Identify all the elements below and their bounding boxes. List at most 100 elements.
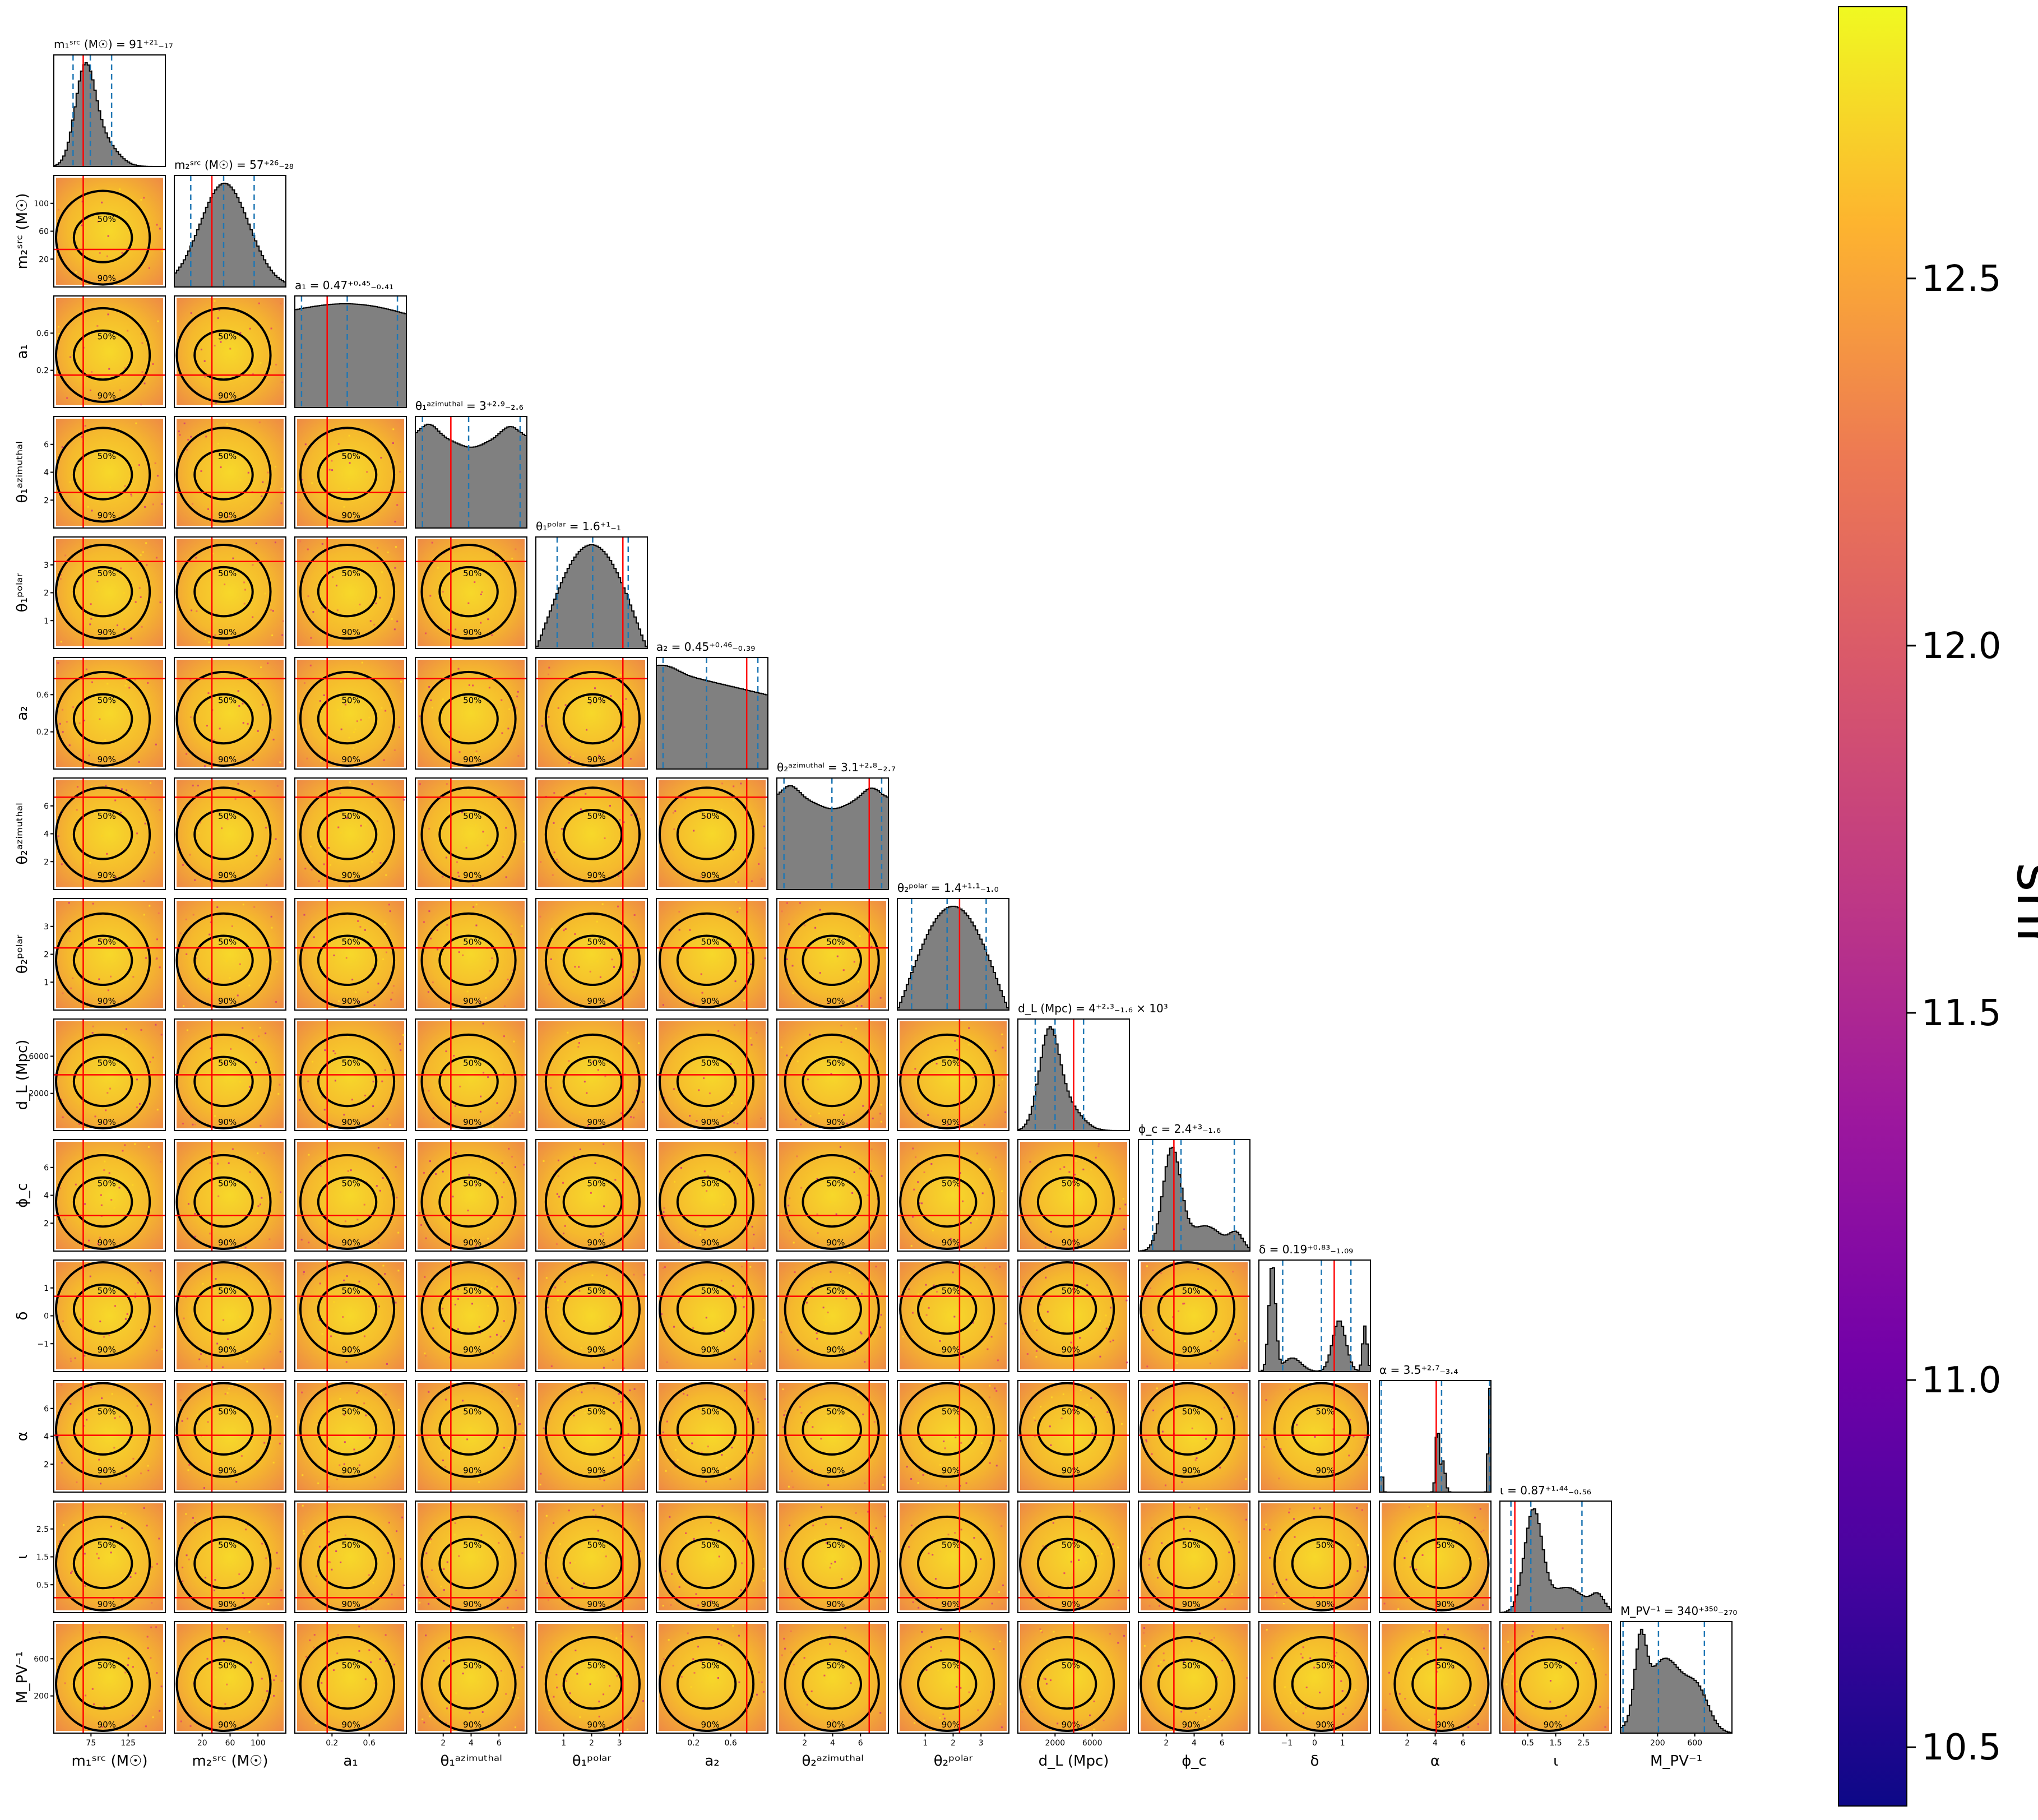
scatter-point	[344, 1414, 346, 1416]
cell-frame	[1017, 1139, 1130, 1252]
scatter-point	[179, 932, 182, 934]
scatter-point	[1242, 1367, 1244, 1369]
scatter-point	[255, 542, 257, 544]
scatter-phic-vs-iota: 50%90%	[1138, 1501, 1250, 1613]
scatter-point	[553, 851, 555, 854]
scatter-point	[729, 1478, 731, 1480]
scatter-point	[270, 609, 272, 611]
scatter-point	[841, 1578, 843, 1580]
scatter-point	[399, 471, 401, 473]
scatter-point	[430, 699, 432, 701]
scatter-point	[512, 1673, 514, 1675]
scatter-point	[419, 1212, 421, 1214]
scatter-point	[1285, 1578, 1287, 1581]
scatter-point	[1383, 1603, 1386, 1605]
scatter-point	[1271, 1657, 1273, 1659]
contour-label-90: 90%	[218, 1466, 237, 1476]
scatter-point	[627, 1433, 629, 1435]
scatter-point	[908, 1546, 910, 1548]
scatter-point	[144, 798, 146, 800]
scatter-point	[638, 1550, 641, 1553]
scatter-point	[108, 1172, 110, 1174]
scatter-point	[303, 682, 305, 684]
scatter-point	[428, 686, 430, 688]
scatter-point	[232, 557, 234, 559]
scatter-point	[363, 1203, 365, 1206]
scatter-point	[908, 1288, 910, 1290]
scatter-point	[145, 1725, 147, 1728]
cell-frame	[53, 657, 166, 770]
scatter-point	[61, 1462, 63, 1464]
scatter-point	[246, 1360, 248, 1363]
scatter-point	[90, 1387, 92, 1389]
scatter-point	[59, 1187, 61, 1189]
scatter-point	[940, 1650, 942, 1652]
scatter-point	[1361, 1509, 1363, 1511]
contour-label-50: 50%	[218, 1661, 237, 1671]
scatter-point	[1481, 1627, 1483, 1629]
cell-frame	[897, 1501, 1009, 1613]
x-tick-label: 1.5	[1549, 1739, 1562, 1748]
scatter-point	[312, 611, 314, 613]
scatter-point	[571, 1587, 573, 1590]
scatter-point	[940, 1628, 942, 1631]
scatter-point	[124, 1513, 127, 1515]
scatter-point	[1091, 1432, 1094, 1434]
cell-frame	[294, 536, 407, 649]
scatter-point	[1183, 1660, 1185, 1662]
contour-label-90: 90%	[587, 1599, 605, 1609]
contour-label-50: 50%	[463, 1406, 481, 1416]
scatter-point	[126, 978, 128, 980]
scatter-point	[392, 442, 394, 444]
contour-label-90: 90%	[1062, 1599, 1080, 1609]
contour-50	[72, 212, 133, 263]
scatter-point	[631, 1636, 633, 1638]
scatter-point	[1345, 1707, 1347, 1709]
scatter-point	[226, 1392, 229, 1394]
scatter-point	[580, 1264, 582, 1266]
scatter-point	[202, 1282, 204, 1285]
scatter-point	[396, 504, 399, 506]
scatter-point	[435, 1173, 437, 1175]
contour-label-90: 90%	[98, 511, 116, 521]
scatter-point	[132, 1715, 134, 1717]
scatter-point	[332, 1050, 335, 1052]
scatter-point	[505, 876, 507, 878]
scatter-point	[1531, 1635, 1534, 1637]
contour-50	[72, 1283, 133, 1335]
scatter-point	[1050, 1444, 1052, 1446]
scatter-point	[507, 728, 510, 730]
scatter-point	[633, 1388, 636, 1390]
scatter-point	[556, 1193, 558, 1195]
scatter-point	[194, 1123, 197, 1126]
scatter-point	[933, 1284, 935, 1286]
scatter-point	[337, 1634, 339, 1636]
scatter-point	[1221, 1659, 1224, 1661]
scatter-point	[344, 1470, 346, 1472]
scatter-point	[476, 851, 479, 854]
scatter-point	[355, 1242, 358, 1244]
contour-label-50: 50%	[98, 1179, 116, 1189]
contour-label-90: 90%	[98, 274, 116, 284]
scatter-point	[108, 368, 110, 370]
scatter-point	[303, 1532, 305, 1535]
scatter-point	[1109, 1307, 1111, 1309]
scatter-point	[500, 1335, 502, 1337]
scatter-point	[519, 1423, 521, 1425]
scatter-point	[620, 1112, 623, 1114]
scatter-point	[858, 980, 860, 983]
scatter-point	[249, 327, 251, 330]
scatter-density	[177, 1624, 284, 1731]
y-tick-label: 600	[34, 1655, 49, 1664]
scatter-point	[670, 1604, 672, 1606]
scatter-point	[213, 1589, 215, 1591]
contour-label-90: 90%	[1436, 1720, 1455, 1730]
scatter-point	[156, 1563, 159, 1565]
scatter-point	[973, 1266, 975, 1268]
scatter-point	[321, 1682, 323, 1684]
scatter-point	[788, 1485, 790, 1488]
scatter-point	[788, 1205, 790, 1207]
scatter-density	[177, 901, 284, 1008]
contour-label-50: 50%	[218, 1286, 237, 1296]
scatter-theta1_polar-vs-alpha: 50%90%	[535, 1380, 648, 1493]
